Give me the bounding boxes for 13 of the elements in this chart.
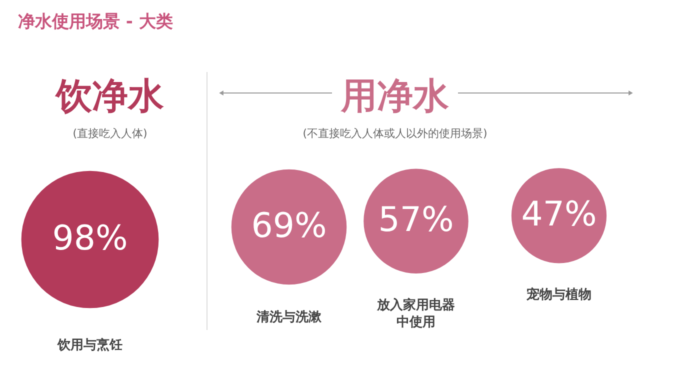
- data-label: 98%: [52, 218, 128, 258]
- text: (直接吃入人体): [72, 127, 148, 140]
- text: 用净水: [340, 76, 449, 117]
- text: 净水使用场景 - 大类: [18, 12, 173, 32]
- text: 饮净水: [54, 76, 164, 117]
- category-label: 清洗与洗漱: [256, 310, 322, 326]
- data-label: 57%: [378, 200, 454, 240]
- data-label: 47%: [521, 194, 597, 235]
- category-label: 饮用与烹饪: [56, 337, 122, 354]
- category-label: 放入家用电器中使用: [376, 297, 455, 330]
- data-label: 69%: [251, 206, 327, 246]
- text: (不直接吃入人体或人以外的使用场景): [302, 127, 488, 140]
- category-label: 宠物与植物: [526, 286, 592, 302]
